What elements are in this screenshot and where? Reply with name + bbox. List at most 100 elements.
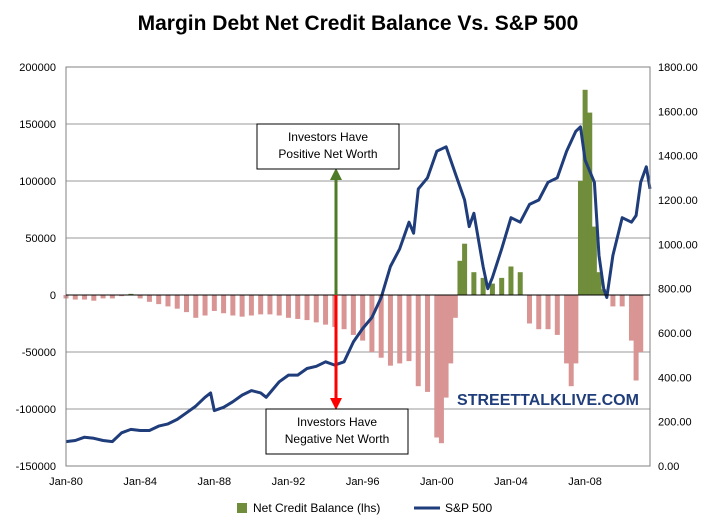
bar xyxy=(573,295,579,364)
y-left-tick-label: 0 xyxy=(50,290,56,302)
bar xyxy=(438,295,444,444)
bar xyxy=(425,295,431,392)
bar xyxy=(378,295,384,358)
bar xyxy=(489,283,495,295)
legend-label-line: S&P 500 xyxy=(445,501,492,515)
bar xyxy=(341,295,347,330)
arrow-down xyxy=(330,295,342,410)
bar xyxy=(397,295,403,364)
bar xyxy=(165,295,171,307)
bar xyxy=(633,295,639,381)
bar xyxy=(193,295,199,318)
y-right-tick-label: 1600.00 xyxy=(658,106,698,118)
bar xyxy=(323,295,329,325)
x-tick-label: Jan-88 xyxy=(197,476,231,488)
bar xyxy=(480,277,486,295)
bar xyxy=(448,295,454,364)
bar xyxy=(221,295,227,314)
bar xyxy=(517,272,523,295)
x-tick-label: Jan-00 xyxy=(420,476,454,488)
bar xyxy=(184,295,190,313)
bar xyxy=(587,112,593,295)
bar xyxy=(596,272,602,295)
bar xyxy=(360,295,366,341)
bar xyxy=(267,295,273,315)
bar xyxy=(457,260,463,295)
y-right-tick-label: 1400.00 xyxy=(658,151,698,163)
bar xyxy=(128,293,134,295)
bar xyxy=(545,295,551,330)
y-right-tick-label: 0.00 xyxy=(658,461,679,473)
watermark: STREETTALKLIVE.COM xyxy=(457,392,639,409)
negative-annotation: Investors Have Negative Net Worth xyxy=(265,408,409,455)
legend-swatch-bars xyxy=(237,503,247,513)
bar xyxy=(452,295,458,318)
y-right-tick-label: 800.00 xyxy=(658,284,692,296)
bar xyxy=(276,295,282,316)
y-left-tick-label: -50000 xyxy=(22,347,56,359)
arrow-down-head xyxy=(330,398,342,410)
bar xyxy=(462,243,468,295)
bar xyxy=(156,295,162,305)
legend: Net Credit Balance (lhs) S&P 500 xyxy=(237,501,492,515)
y-left-tick-label: -150000 xyxy=(16,461,56,473)
bar xyxy=(577,181,583,295)
bar xyxy=(100,295,106,299)
bar xyxy=(72,295,78,300)
bar xyxy=(202,295,208,316)
bar xyxy=(619,295,625,307)
bar xyxy=(109,295,115,299)
negative-annotation-frame xyxy=(265,408,409,455)
positive-annotation-line: Investors Have xyxy=(288,130,368,144)
bar xyxy=(526,295,532,324)
bar xyxy=(174,295,180,309)
negative-annotation-line: Investors Have xyxy=(297,415,377,429)
y-right-tick-label: 400.00 xyxy=(658,372,692,384)
y-right-tick-label: 1800.00 xyxy=(658,62,698,74)
bar xyxy=(568,295,574,387)
bar xyxy=(406,295,412,362)
bar xyxy=(295,295,301,319)
negative-annotation-line: Negative Net Worth xyxy=(285,432,390,446)
positive-annotation-frame xyxy=(256,123,400,170)
bar xyxy=(91,295,97,301)
x-tick-label: Jan-04 xyxy=(494,476,528,488)
bar xyxy=(211,295,217,311)
y-right-tick-label: 1200.00 xyxy=(658,195,698,207)
arrow-up-head xyxy=(330,168,342,180)
bar xyxy=(137,295,143,299)
bar xyxy=(638,295,644,352)
bar xyxy=(248,295,254,316)
bar xyxy=(119,295,125,297)
x-tick-label: Jan-84 xyxy=(123,476,157,488)
bar xyxy=(564,295,570,364)
bar xyxy=(146,295,152,302)
bars-layer xyxy=(63,89,644,444)
y-right-tick-label: 600.00 xyxy=(658,328,692,340)
bar xyxy=(443,295,449,398)
bar xyxy=(230,295,236,316)
bar xyxy=(508,266,514,295)
positive-annotation: Investors Have Positive Net Worth xyxy=(256,123,400,170)
bar xyxy=(499,277,505,295)
bar xyxy=(582,89,588,295)
bar xyxy=(82,295,88,300)
plot-frame xyxy=(65,66,651,467)
bar xyxy=(387,295,393,366)
legend-label-bars: Net Credit Balance (lhs) xyxy=(253,501,380,515)
bar xyxy=(369,295,375,352)
bar xyxy=(591,226,597,295)
arrow-up xyxy=(330,168,342,295)
y-left-tick-label: 100000 xyxy=(19,176,56,188)
bar xyxy=(471,272,477,295)
bar xyxy=(285,295,291,318)
bar xyxy=(628,295,634,341)
bar xyxy=(304,295,310,321)
x-tick-label: Jan-96 xyxy=(346,476,380,488)
y-left-tick-label: 200000 xyxy=(19,62,56,74)
bar xyxy=(536,295,542,330)
bar xyxy=(239,295,245,317)
